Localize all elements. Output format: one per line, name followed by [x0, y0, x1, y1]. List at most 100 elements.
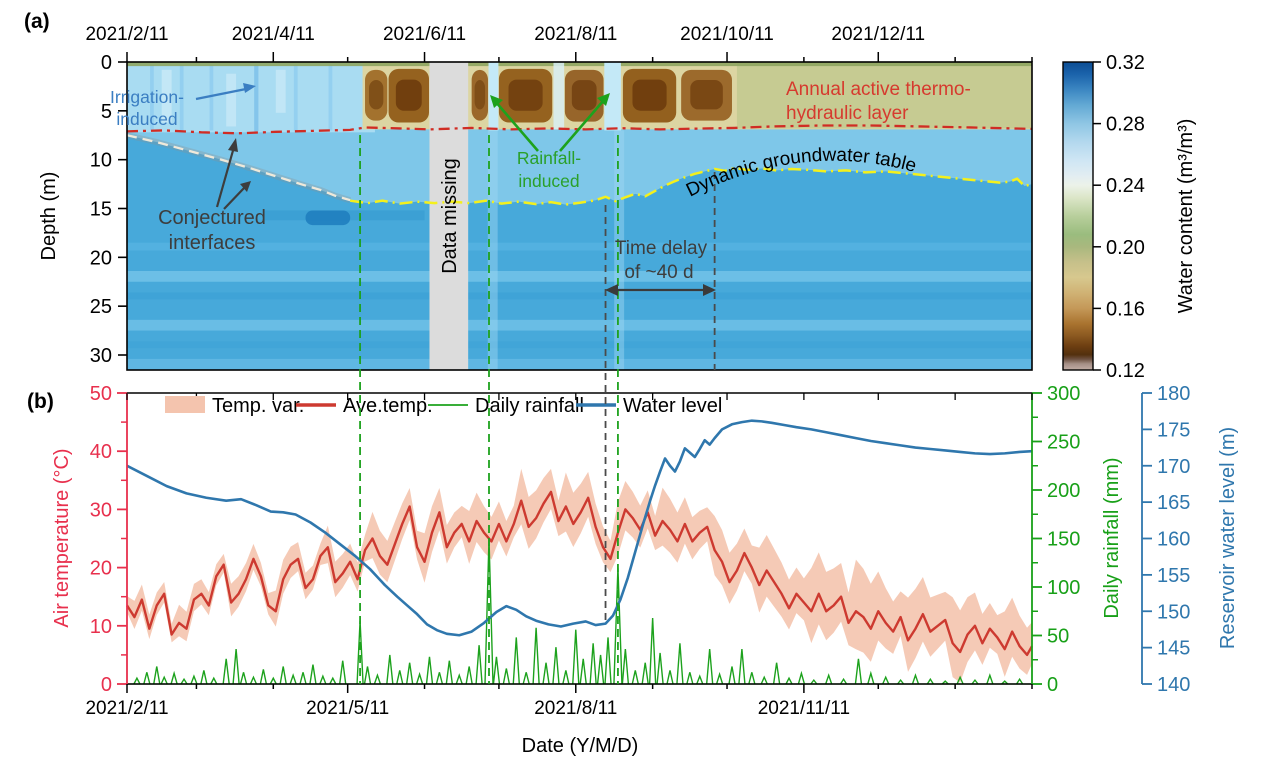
rainfall-spike: [596, 654, 605, 685]
rainfall-spike: [854, 658, 863, 685]
rainfall-spike: [572, 629, 580, 685]
time-delay-arrow-right-head-icon: [703, 284, 716, 296]
rainfall-spike: [435, 672, 444, 685]
rainfall-spike: [143, 672, 151, 685]
svg-text:0: 0: [1047, 674, 1058, 696]
rainfall-spike: [772, 662, 781, 685]
legend-item-ave-temp-: Ave.temp.: [296, 395, 433, 417]
svg-text:50: 50: [90, 383, 112, 405]
rainfall-spike: [676, 643, 684, 685]
conjectured-arrow-1: [215, 146, 236, 208]
svg-text:0.16: 0.16: [1106, 298, 1145, 320]
rainfall-spike: [133, 676, 141, 685]
rainfall-spike: [956, 675, 964, 685]
rainfall-spike: [269, 676, 277, 685]
irrigation-arrow-head-icon: [243, 83, 256, 93]
svg-text:2021/12/11: 2021/12/11: [831, 24, 925, 45]
rainfall-spike: [810, 678, 818, 685]
rainfall-spike: [552, 647, 560, 685]
panel-a-label: (a): [24, 10, 50, 33]
rainfall-spike: [738, 649, 746, 685]
rainfall-spike: [249, 675, 258, 685]
rainfall-spike: [579, 658, 587, 685]
rainfall-arrow-2: [559, 99, 605, 152]
svg-text:30: 30: [90, 499, 112, 521]
svg-text:0.24: 0.24: [1106, 175, 1145, 197]
svg-text:0: 0: [101, 674, 112, 696]
svg-text:5: 5: [101, 101, 112, 123]
rainfall-spike: [289, 673, 297, 685]
rainfall-spike: [1001, 680, 1009, 685]
svg-text:20: 20: [90, 558, 112, 580]
rainfall-spike: [200, 670, 208, 685]
rainfall-spike: [666, 670, 674, 685]
rainfall-spike: [897, 678, 905, 685]
conjectured-arrow-2: [223, 186, 246, 210]
rainfall-spike: [867, 670, 875, 685]
rainfall-spike: [911, 673, 920, 685]
svg-text:2021/4/11: 2021/4/11: [232, 24, 315, 45]
panel-b-axes: 0 10 20 30 40 50 0 50 100 150 200 250 300 140 145 150 15…: [85, 383, 1190, 719]
rainfall-spike: [825, 673, 833, 685]
thermo-label-line2: hydraulic layer: [786, 103, 909, 124]
rainfall-spike: [641, 662, 649, 685]
svg-text:165: 165: [1157, 492, 1190, 514]
rainfall-spike: [926, 677, 934, 685]
rainfall-arrow-2-head-icon: [597, 93, 610, 106]
time-delay-label-line1: Time delay: [615, 238, 708, 259]
rainfall-spike: [760, 675, 768, 685]
rainfall-spike: [542, 662, 550, 685]
rainfall-spike: [309, 664, 317, 685]
daily-rainfall-axis-title: Daily rainfall (mm): [1101, 457, 1123, 618]
svg-text:145: 145: [1157, 638, 1190, 660]
avg-temperature-line: [125, 490, 1034, 657]
svg-text:0.28: 0.28: [1106, 114, 1145, 136]
rainfall-label-line1: Rainfall-: [517, 148, 581, 168]
rainfall-spike: [696, 674, 704, 685]
rainfall-spike: [279, 666, 287, 685]
annotation-time-delay: Time delay of ~40 d: [605, 238, 716, 296]
svg-text:150: 150: [1047, 529, 1080, 551]
svg-text:160: 160: [1157, 529, 1190, 551]
rainfall-spike: [445, 660, 454, 685]
temp-variance-band: [127, 468, 1032, 683]
rainfall-spike: [532, 627, 540, 685]
svg-text:15: 15: [90, 199, 112, 221]
rainfall-spike: [589, 643, 597, 685]
rainfall-spike: [180, 677, 188, 685]
rainfall-spike: [363, 666, 372, 685]
rainfall-spike: [604, 637, 612, 685]
rainfall-arrow-1: [494, 100, 539, 152]
legend: Temp. var. Ave.temp. Daily rainfall Water l…: [165, 395, 722, 417]
svg-text:20: 20: [90, 247, 112, 269]
svg-text:40: 40: [90, 441, 112, 463]
annotation-conjectured-interfaces: Conjectured interfaces: [158, 138, 266, 254]
irrigation-label-line2: induced: [116, 109, 177, 129]
svg-text:0: 0: [101, 52, 112, 74]
rainfall-spike: [415, 671, 424, 685]
rainfall-spike: [492, 656, 501, 685]
legend-label: Water level: [623, 395, 722, 417]
legend-item-temp-var-: Temp. var.: [165, 395, 304, 417]
svg-text:175: 175: [1157, 419, 1190, 441]
rainfall-spike: [259, 669, 268, 685]
event-dashed-lines: [359, 135, 716, 684]
legend-swatch-icon: [165, 396, 205, 413]
date-axis-title: Date (Y/M/D): [522, 735, 639, 757]
annotation-irrigation-induced: Irrigation- induced: [110, 83, 256, 129]
rainfall-spike: [299, 672, 307, 685]
rainfall-spike: [941, 680, 949, 685]
rainfall-spike: [621, 649, 630, 685]
rainfall-spike: [839, 677, 848, 685]
thermo-label-line1: Annual active thermo-: [786, 79, 971, 100]
svg-text:200: 200: [1047, 480, 1080, 502]
rainfall-spike: [373, 673, 382, 685]
svg-text:30: 30: [90, 345, 112, 367]
svg-text:155: 155: [1157, 565, 1190, 587]
svg-text:2021/11/11: 2021/11/11: [758, 698, 850, 719]
rainfall-spike: [160, 675, 168, 685]
svg-text:250: 250: [1047, 432, 1080, 454]
rainfall-spike: [239, 672, 248, 685]
svg-text:0.32: 0.32: [1106, 52, 1145, 74]
